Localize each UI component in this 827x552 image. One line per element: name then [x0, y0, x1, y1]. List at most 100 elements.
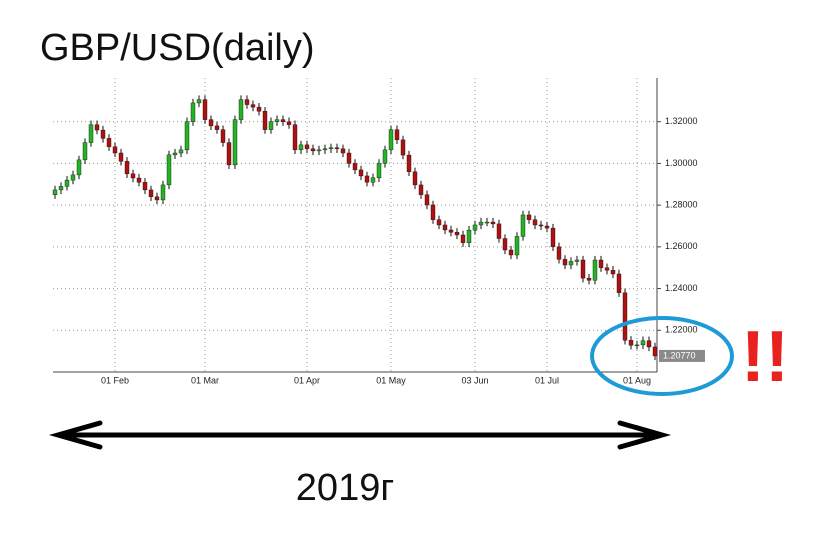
candle-body [406, 154, 412, 172]
candle-body [646, 340, 652, 348]
candle-body [544, 225, 550, 229]
y-tick-label: 1.28000 [665, 200, 698, 210]
candle-body [496, 223, 502, 239]
candle-body [88, 124, 94, 143]
candle-body [316, 149, 322, 152]
candle-body [520, 214, 526, 237]
candle-body [322, 148, 328, 151]
candle-body [586, 277, 592, 281]
period-label: 2019г [296, 467, 394, 509]
candle-body [466, 229, 472, 243]
candle-body [352, 163, 358, 171]
candle-body [124, 161, 130, 175]
candle-body [442, 224, 448, 231]
candle-body [454, 232, 460, 236]
candle-body [214, 125, 220, 130]
candle-body [136, 177, 142, 183]
candle-body [424, 194, 430, 206]
highlight-circle [590, 316, 734, 396]
candle-body [484, 221, 490, 224]
candle-body [268, 121, 274, 130]
candle-body [472, 224, 478, 231]
candle-body [112, 146, 118, 154]
candle-body [304, 144, 310, 150]
candle-body [184, 121, 190, 151]
candles [52, 95, 658, 361]
candle-body [286, 121, 292, 125]
candle-body [130, 173, 136, 179]
candle-body [292, 124, 298, 151]
x-tick-label: 01 Jul [535, 375, 559, 385]
candle-body [436, 219, 442, 226]
candle-body [538, 224, 544, 227]
period-arrow [48, 420, 672, 450]
candle-body [328, 147, 334, 150]
candle-body [490, 221, 496, 225]
candle-body [106, 138, 112, 147]
candle-body [244, 99, 250, 105]
candle-body [94, 124, 100, 131]
candle-body [52, 189, 58, 195]
candle-body [142, 181, 148, 191]
candle-body [148, 189, 154, 198]
candle-body [370, 177, 376, 183]
candle-body [610, 270, 616, 275]
annotation: !! [741, 317, 789, 397]
candle-body [298, 144, 304, 151]
candle-body [508, 249, 514, 256]
candle-body [376, 163, 382, 179]
candle-body [616, 273, 622, 293]
candle-body [64, 179, 70, 187]
candle-body [178, 149, 184, 154]
candle-body [196, 99, 202, 104]
candle-body [280, 119, 286, 122]
candle-body [574, 259, 580, 262]
y-tick-label: 1.32000 [665, 116, 698, 126]
candle-body [634, 344, 640, 347]
candle-body [100, 129, 106, 139]
y-tick-label: 1.26000 [665, 241, 698, 251]
candle-body [202, 99, 208, 120]
candle-body [172, 152, 178, 156]
x-tick-label: 01 May [376, 375, 406, 385]
candle-body [310, 148, 316, 152]
candle-body [82, 142, 88, 161]
candle-body [346, 152, 352, 164]
y-tick-label: 1.22000 [665, 325, 698, 335]
candle-body [628, 340, 634, 346]
candle-body [562, 259, 568, 266]
candle-body [460, 234, 466, 243]
candle-body [340, 148, 346, 154]
x-tick-label: 01 Mar [191, 375, 219, 385]
last-price-tag [659, 349, 705, 362]
candle-body [274, 119, 280, 122]
candle-body [76, 159, 82, 176]
candle-body [334, 147, 340, 150]
candle-body [568, 261, 574, 266]
candle-body [364, 175, 370, 183]
candle-body [580, 259, 586, 279]
candle-body [430, 204, 436, 220]
candle-body [208, 119, 214, 127]
y-tick-label: 1.30000 [665, 158, 698, 168]
candle-body [412, 171, 418, 186]
candle-body [388, 129, 394, 151]
candle-body [166, 154, 172, 186]
x-tick-label: 03 Jun [461, 375, 488, 385]
candle-body [154, 196, 160, 201]
candle-body [592, 259, 598, 281]
candle-body [118, 152, 124, 162]
candle-body [400, 139, 406, 156]
chart-title: GBP/USD(daily) [40, 27, 315, 69]
candle-body [238, 99, 244, 120]
candle-body [652, 346, 658, 357]
candle-body [532, 219, 538, 226]
candle-body [640, 340, 646, 346]
candle-body [226, 142, 232, 166]
candle-body [556, 246, 562, 260]
candle-body [232, 119, 238, 166]
candle-body [502, 238, 508, 251]
candle-body [478, 221, 484, 226]
candle-body [250, 104, 256, 108]
